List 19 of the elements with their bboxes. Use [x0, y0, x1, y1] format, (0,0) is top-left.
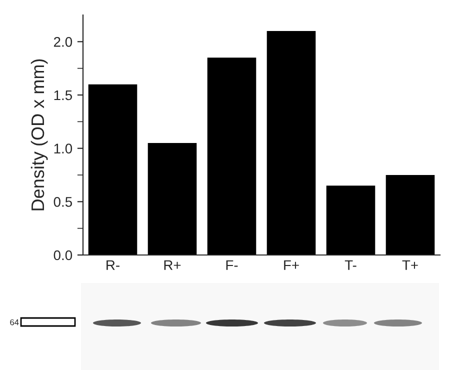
text: 64 [10, 319, 19, 326]
y-tick-label: 0.5 [54, 197, 72, 207]
x-tick-label: T+ [402, 260, 418, 270]
bar [386, 175, 435, 255]
bar [88, 84, 138, 255]
bar [266, 31, 316, 255]
bar [148, 143, 197, 255]
x-tick-label: F- [226, 260, 238, 270]
y-axis-title: Density (OD x mm) [30, 59, 48, 210]
y-tick-label: 2.0 [54, 37, 72, 47]
bar [326, 186, 376, 255]
y-tick-label: 1.5 [54, 90, 72, 100]
y-tick-label: 1.0 [54, 144, 72, 154]
x-tick-label: F+ [284, 260, 299, 270]
y-tick-label: 0.0 [54, 250, 72, 260]
bar [207, 58, 256, 255]
x-tick-label: T- [344, 260, 356, 270]
x-tick-label: R+ [164, 260, 181, 270]
x-tick-label: R- [106, 260, 120, 270]
